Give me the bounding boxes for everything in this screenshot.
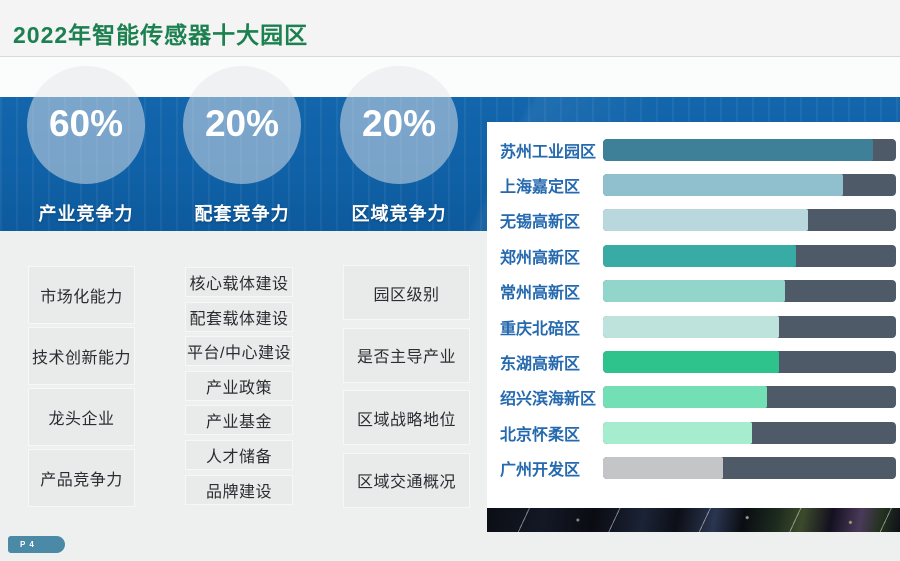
score-bar-track [603, 138, 896, 161]
criteria-item: 龙头企业 [28, 388, 135, 446]
score-bar-track [603, 457, 896, 480]
score-bar-track [603, 174, 896, 197]
criteria-item: 区域交通概况 [343, 452, 470, 508]
weight-label: 区域竞争力 [351, 204, 447, 224]
ranking-row: 绍兴滨海新区 [487, 380, 900, 415]
weight-circle [340, 66, 458, 184]
score-bar-fill [603, 457, 724, 480]
ranking-row: 常州高新区 [487, 274, 900, 309]
criteria-item: 平台/中心建设 [185, 336, 293, 367]
score-bar-fill [603, 386, 768, 409]
criteria-item: 产品竞争力 [28, 449, 135, 507]
score-bar-track [603, 386, 896, 409]
score-bar-track [603, 244, 896, 267]
weight-circle [27, 66, 145, 184]
park-name-label: 苏州工业园区 [500, 143, 597, 161]
ranking-bar-chart: 苏州工业园区 上海嘉定区无锡高新区郑州高新区常州高新区重庆北碚区东湖高新区绍兴滨海… [487, 132, 900, 486]
criteria-item: 人才储备 [185, 440, 293, 470]
slide-title: 2022年智能传感器十大园区 [13, 22, 309, 48]
score-bar-track [603, 421, 896, 444]
score-bar-track [603, 280, 896, 303]
criteria-item: 是否主导产业 [343, 327, 470, 383]
page-number-label: P 4 [20, 540, 35, 549]
ranking-row: 广州开发区 [487, 451, 900, 486]
score-bar-track [603, 315, 896, 338]
criteria-item: 产业基金 [185, 405, 293, 436]
score-bar-fill [603, 280, 785, 303]
weight-percentage: 20% [204, 103, 280, 144]
park-name-label: 广州开发区 [500, 462, 581, 480]
criteria-item: 配套载体建设 [185, 301, 293, 332]
criteria-item: 核心载体建设 [185, 267, 293, 297]
score-bar-fill [603, 351, 779, 374]
ranking-row: 苏州工业园区 [487, 132, 900, 167]
ranking-panel: 苏州工业园区 上海嘉定区无锡高新区郑州高新区常州高新区重庆北碚区东湖高新区绍兴滨海… [487, 122, 900, 532]
park-name-label: 北京怀柔区 [500, 426, 581, 444]
park-name-label: 东湖高新区 [500, 356, 581, 374]
score-bar-fill [603, 315, 779, 338]
ranking-row: 北京怀柔区 [487, 415, 900, 450]
criteria-item: 市场化能力 [28, 266, 135, 324]
park-name-label: 无锡高新区 [500, 214, 581, 232]
ranking-row: 重庆北碚区 [487, 309, 900, 344]
score-bar-fill [603, 138, 873, 161]
criteria-item: 品牌建设 [185, 474, 293, 505]
header-divider [0, 56, 900, 57]
header-background [0, 0, 900, 57]
criteria-item: 区域战略地位 [343, 390, 470, 445]
criteria-item: 园区级别 [343, 265, 470, 320]
page-number-badge: P 4 [8, 536, 65, 553]
score-bar-track [603, 209, 896, 232]
weight-label: 产业竞争力 [38, 204, 134, 224]
score-bar-track [603, 351, 896, 374]
score-bar-fill [603, 209, 809, 232]
score-bar-fill [603, 244, 797, 267]
park-name-label: 常州高新区 [500, 285, 581, 303]
ranking-row: 郑州高新区 [487, 238, 900, 273]
criteria-item: 产业政策 [185, 370, 293, 401]
park-name-label: 郑州高新区 [500, 249, 581, 267]
park-name-label: 绍兴滨海新区 [500, 391, 597, 409]
score-bar-fill [603, 174, 844, 197]
subheader-background [0, 57, 900, 97]
park-name-label: 重庆北碚区 [500, 320, 581, 338]
criteria-item: 技术创新能力 [28, 327, 135, 385]
park-name-label: 上海嘉定区 [500, 179, 581, 197]
score-bar-fill [603, 421, 753, 444]
city-photo-strip [487, 508, 900, 532]
ranking-row: 东湖高新区 [487, 344, 900, 379]
weight-label: 配套竞争力 [194, 204, 290, 224]
ranking-row: 上海嘉定区 [487, 167, 900, 202]
weight-percentage: 20% [361, 103, 437, 144]
ranking-row: 无锡高新区 [487, 203, 900, 238]
weight-percentage: 60% [48, 103, 124, 144]
weight-circle [183, 66, 301, 184]
